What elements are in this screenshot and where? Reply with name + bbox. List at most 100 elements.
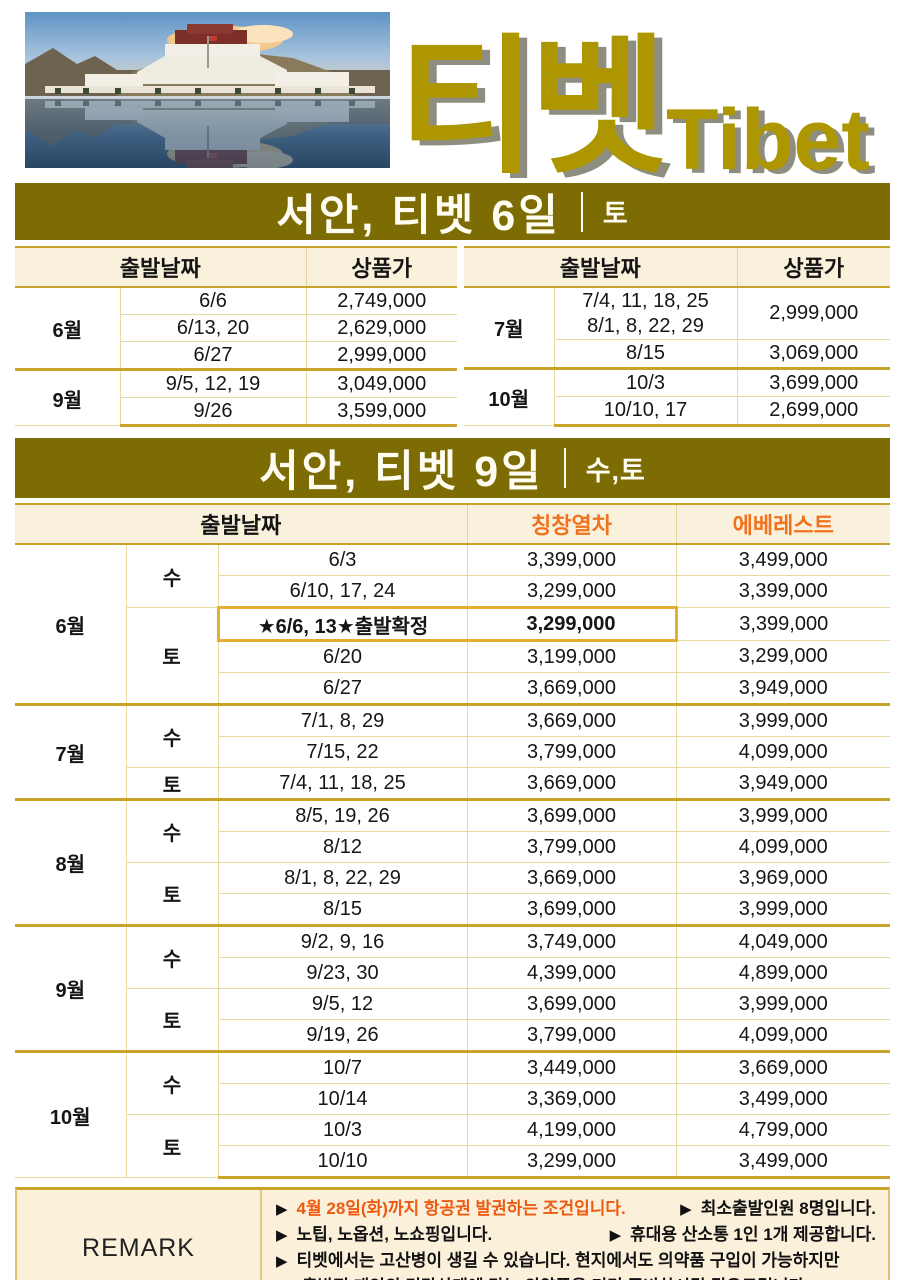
date-cell: 6/13, 20 [120, 314, 307, 342]
date-cell: 6/3 [217, 543, 468, 576]
weekday-label: 수 [125, 703, 219, 768]
col-header-date: 출발날짜 [464, 246, 738, 288]
date-cell: 10/3 [553, 366, 738, 398]
col-header-price: 상품가 [736, 246, 890, 288]
everest-price-cell: 3,949,000 [675, 672, 890, 705]
weekday-label: 토 [126, 607, 219, 705]
table-row: 6월 수 6/3 3,399,000 3,499,000 [15, 543, 890, 705]
table-row: 6/10, 17, 24 3,299,000 3,399,000 [15, 575, 890, 608]
table-row: 9월 9/5, 12, 19 3,049,000 [15, 368, 457, 426]
table-row: 6월 6/6 2,749,000 [15, 286, 457, 370]
date-cell: 7/4, 11, 18, 25 [217, 767, 468, 800]
month-group-june: 6월 수 6/3 3,399,000 3,499,000 6/10, 17, 2… [15, 543, 890, 705]
table-row: 9/26 3,599,000 [15, 397, 457, 427]
header-row: 출발날짜 칭창열차 에베레스트 [15, 503, 890, 545]
date-cell: 6/10, 17, 24 [218, 575, 468, 608]
remark-content: ▶ 4월 28일(화)까지 항공권 발권하는 조건입니다. ▶ 최소출발인원 8명입… [262, 1190, 888, 1280]
date-cell: 10/10, 17 [554, 396, 738, 427]
remark-line: ▶ 4월 28일(화)까지 항공권 발권하는 조건입니다. ▶ 최소출발인원 8명입… [276, 1198, 878, 1221]
table-row: 8월 수 8/5, 19, 26 3,699,000 3,999,000 [15, 798, 890, 926]
train-price-cell: 3,399,000 [466, 543, 677, 576]
date-cell: 9/26 [120, 397, 307, 427]
date-cell: 9/5, 12 [217, 988, 468, 1020]
train-price-cell: 4,399,000 [466, 957, 677, 989]
banner-9day-days: 수,토 [585, 455, 646, 486]
date-cell: 9/2, 9, 16 [217, 924, 468, 958]
date-cell: 10/10 [218, 1145, 468, 1179]
banner-6day: 서안, 티벳 6일 토 [15, 183, 890, 240]
date-cell: 8/15 [554, 339, 738, 369]
triangle-bullet-icon: ▶ [609, 1226, 622, 1244]
date-cell: 9/23, 30 [218, 957, 468, 989]
header-row: 출발날짜 상품가 [464, 246, 890, 288]
hero-header: 티벳 Tibet [0, 0, 905, 183]
col-header-date: 출발날짜 [15, 246, 307, 288]
weekday-label: 수 [125, 798, 219, 863]
month-group-october: 10월 10/3 3,699,000 10/10, 17 2,699,000 [464, 366, 890, 427]
remark-text-ticketing: 4월 28일(화)까지 항공권 발권하는 조건입니다. [296, 1199, 626, 1218]
potala-palace-illustration [25, 12, 390, 168]
date-cell: 6/27 [218, 672, 468, 705]
table-row: 7월 7/4, 11, 18, 25 8/1, 8, 22, 29 2,999,… [464, 286, 890, 369]
table-row: 9/19, 26 3,799,000 4,099,000 [15, 1019, 890, 1052]
table-row: 6/13, 20 2,629,000 [15, 314, 457, 342]
divider-bar-icon [580, 191, 583, 232]
month-label: 10월 [15, 1050, 127, 1178]
everest-price-cell: 4,099,000 [675, 831, 890, 863]
remark-label: REMARK [17, 1190, 262, 1280]
month-label: 9월 [15, 368, 121, 426]
everest-price-cell: 3,499,000 [675, 1083, 890, 1115]
everest-price-cell: 3,949,000 [675, 767, 890, 800]
price-cell: 2,999,000 [736, 286, 890, 341]
train-price-cell: 3,699,000 [466, 893, 677, 926]
everest-price-cell: 3,399,000 [675, 607, 890, 641]
weekday-label: 토 [126, 1114, 219, 1178]
date-cell: 6/27 [120, 341, 307, 370]
train-price-cell: 3,199,000 [466, 640, 677, 673]
everest-price-cell: 3,969,000 [675, 862, 890, 894]
everest-price-cell: 3,669,000 [675, 1050, 890, 1084]
price-table-9day: 출발날짜 칭창열차 에베레스트 6월 수 6/3 3,399,000 3,499… [15, 503, 890, 1179]
table-row: 10월 10/3 3,699,000 [464, 366, 890, 427]
train-price-cell: 3,669,000 [466, 703, 677, 737]
remark-text-altitude-2: 출발전 개인의 건강상태에 맞는 의약품을 미리 준비하시길 권유드립니다. [302, 1276, 809, 1280]
everest-price-cell: 3,999,000 [675, 703, 890, 737]
table-row: 6/20 3,199,000 3,299,000 [15, 640, 890, 673]
date-cell: 6/6 [119, 286, 307, 315]
page-title: 티벳 Tibet [398, 0, 870, 191]
date-cell: 9/5, 12, 19 [119, 368, 307, 398]
table-row: 8/12 3,799,000 4,099,000 [15, 831, 890, 863]
weekday-label: 토 [126, 862, 219, 926]
date-cell-highlighted: ★6/6, 13★출발확정 [216, 606, 468, 642]
price-cell: 2,629,000 [305, 314, 457, 342]
header-row: 출발날짜 상품가 [15, 246, 457, 288]
table-row: 7월 수 7/1, 8, 29 3,669,000 3,999,000 [15, 703, 890, 800]
date-cell: 8/1, 8, 22, 29 [217, 862, 468, 894]
divider-bar-icon [563, 448, 566, 488]
date-cell: 10/7 [217, 1050, 468, 1084]
everest-price-cell: 3,999,000 [675, 988, 890, 1020]
everest-price-cell: 4,049,000 [675, 924, 890, 958]
month-group-september: 9월 9/5, 12, 19 3,049,000 9/26 3,599,000 [15, 368, 457, 427]
price-table-6day-left: 출발날짜 상품가 6월 6/6 2,749,000 6/13, 20 2,629… [15, 246, 457, 427]
month-label: 10월 [464, 366, 555, 427]
train-price-cell: 3,299,000 [466, 1145, 677, 1179]
month-group-september: 9월 수 9/2, 9, 16 3,749,000 4,049,000 9/23… [15, 924, 890, 1052]
everest-price-cell: 3,499,000 [675, 543, 890, 576]
remark-text-no-tip: 노팁, 노옵션, 노쇼핑입니다. [296, 1224, 493, 1244]
weekday-label: 수 [125, 1050, 219, 1115]
title-korean: 티벳 [398, 23, 668, 191]
triangle-bullet-icon: ▶ [276, 1201, 288, 1218]
month-label: 7월 [15, 703, 127, 800]
remark-text-altitude-1: 티벳에서는 고산병이 생길 수 있습니다. 현지에서도 의약품 구입이 가능하지… [296, 1250, 840, 1270]
date-cell: 9/19, 26 [218, 1019, 468, 1052]
price-cell: 3,599,000 [305, 397, 457, 427]
triangle-bullet-icon: ▶ [276, 1226, 288, 1244]
date-line: 8/1, 8, 22, 29 [587, 314, 704, 337]
train-price-cell: 3,669,000 [466, 862, 677, 894]
remark-line: ▶ 티벳에서는 고산병이 생길 수 있습니다. 현지에서도 의약품 구입이 가능하… [276, 1250, 878, 1273]
table-row: 7/15, 22 3,799,000 4,099,000 [15, 736, 890, 768]
potala-palace-photo [25, 12, 390, 168]
month-group-august: 8월 수 8/5, 19, 26 3,699,000 3,999,000 8/1… [15, 798, 890, 926]
remark-text-oxygen: 휴대용 산소통 1인 1개 제공합니다. [630, 1224, 876, 1244]
